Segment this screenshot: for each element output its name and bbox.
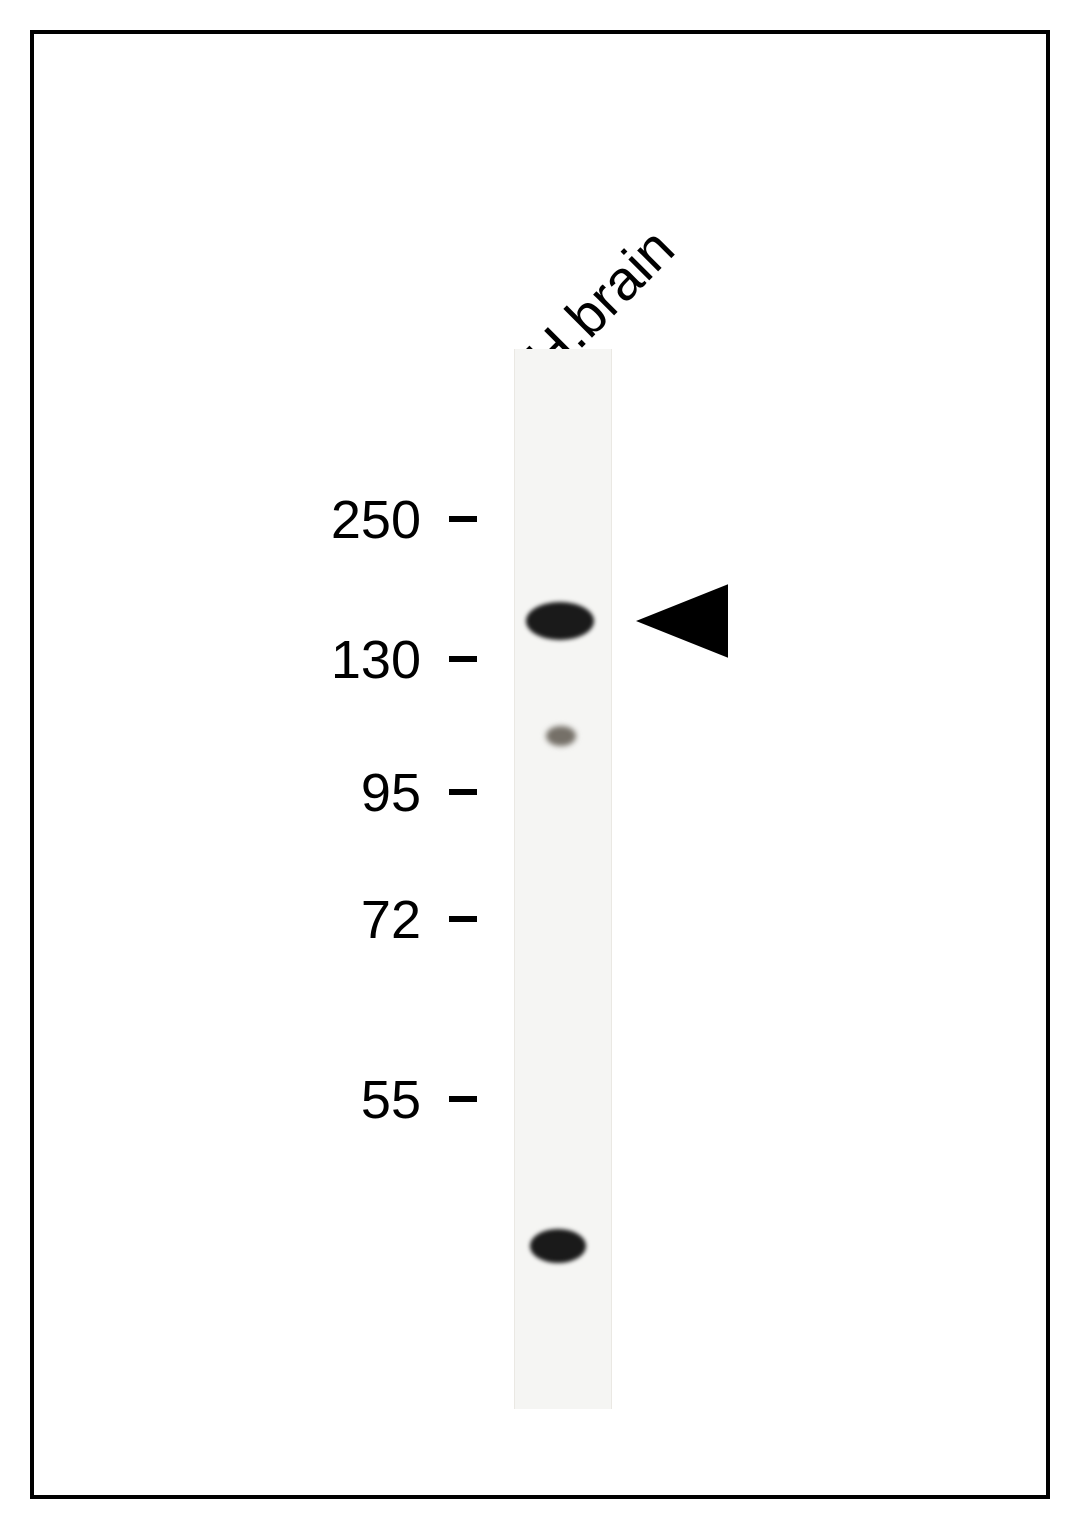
- mw-label-72: 72: [361, 889, 421, 951]
- mw-label-130: 130: [331, 629, 421, 691]
- mw-tick-72: [449, 916, 477, 922]
- mw-label-55: 55: [361, 1069, 421, 1131]
- target-arrow-icon: [636, 582, 728, 660]
- mw-tick-250: [449, 516, 477, 522]
- band-lower: [530, 1229, 586, 1263]
- blot-frame: H.brain 250 130 95 72 55: [30, 30, 1050, 1499]
- mw-label-250: 250: [331, 489, 421, 551]
- mw-label-95: 95: [361, 762, 421, 824]
- band-main: [526, 602, 594, 640]
- mw-tick-130: [449, 656, 477, 662]
- mw-tick-95: [449, 789, 477, 795]
- band-faint: [546, 726, 576, 746]
- mw-tick-55: [449, 1096, 477, 1102]
